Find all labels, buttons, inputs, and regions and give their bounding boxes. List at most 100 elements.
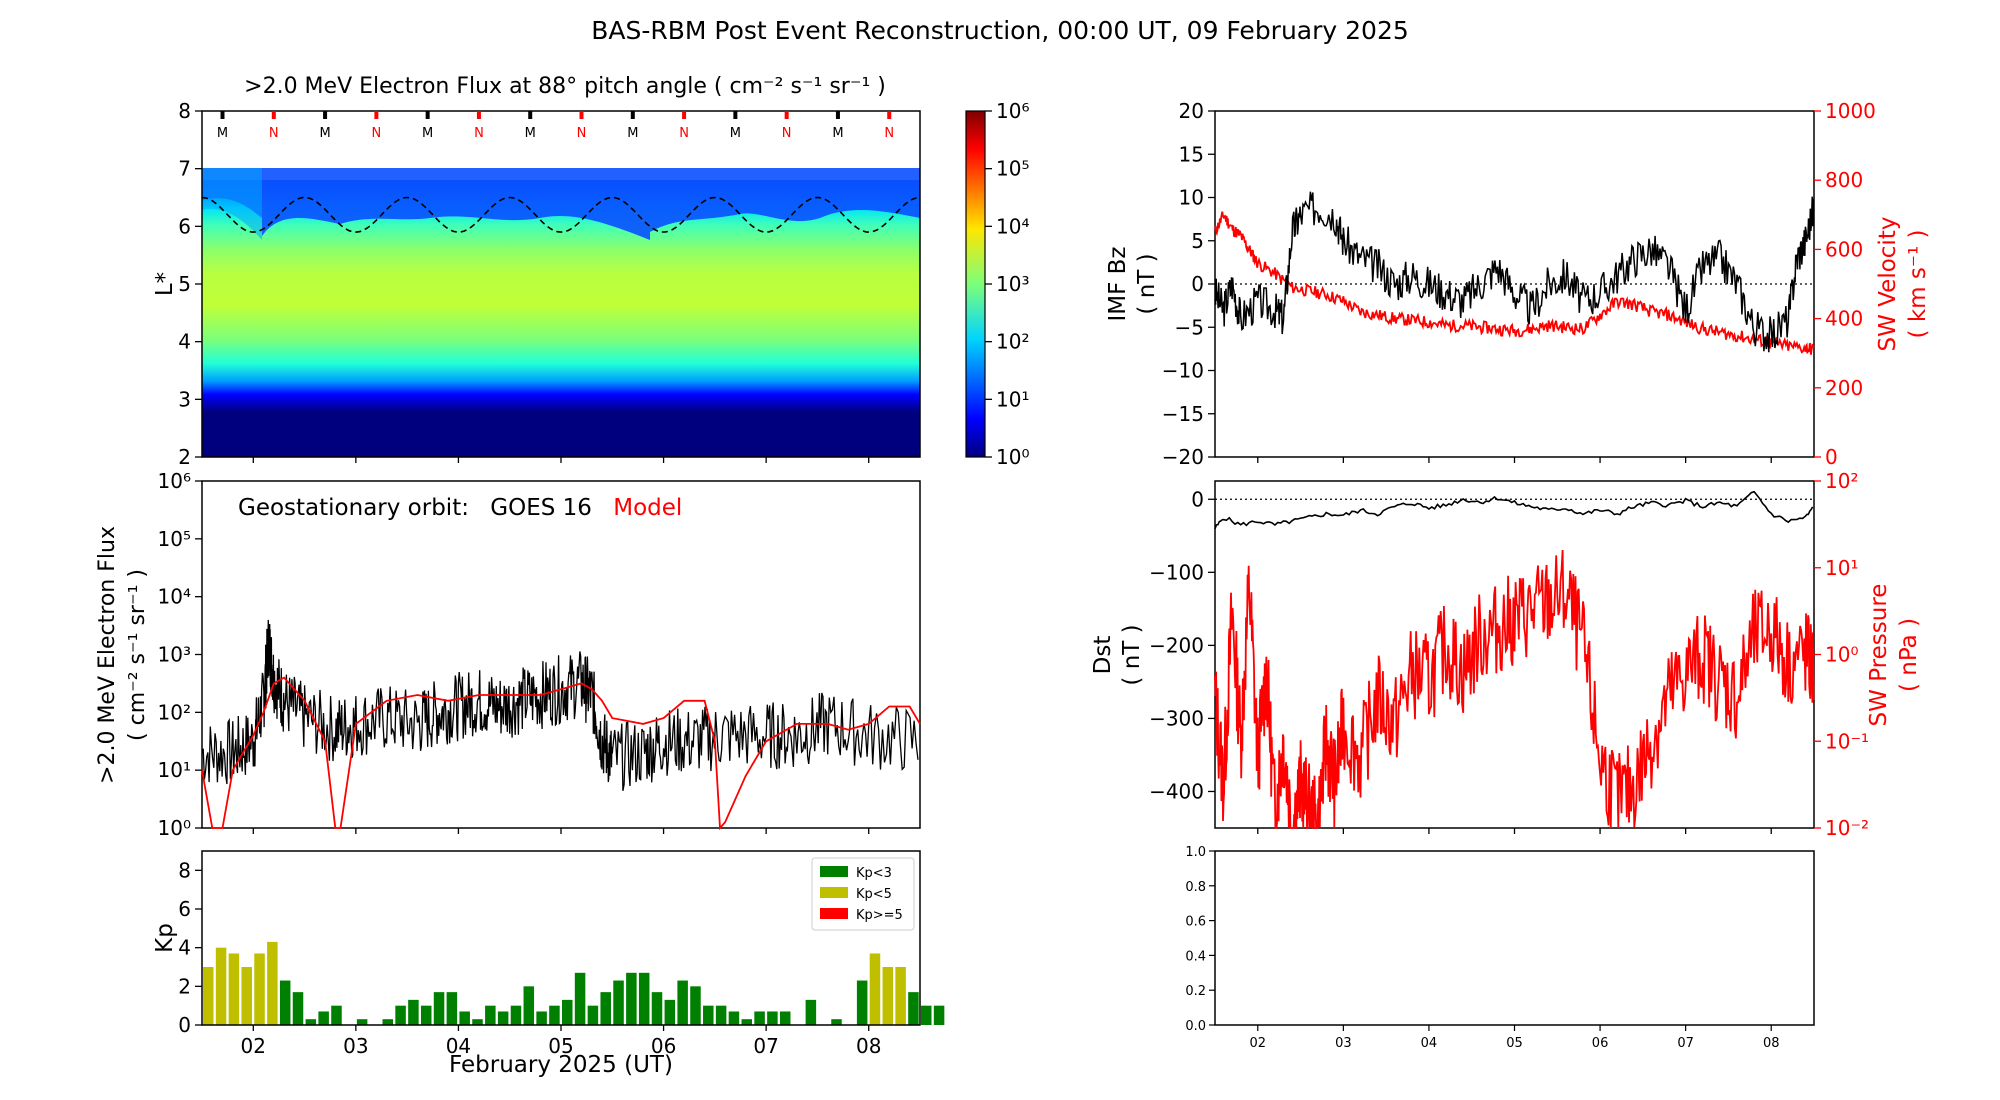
kp-bar — [203, 967, 214, 1025]
sw-pressure-ytick-label: 10⁰ — [1825, 643, 1858, 667]
sw-pressure-ylabel: SW Pressure — [1866, 584, 1892, 727]
empty-xtick-label: 02 — [1250, 1036, 1267, 1051]
kp-ytick-label: 4 — [178, 936, 191, 960]
kp-bar — [715, 1005, 727, 1025]
geo-flux-ylabel-unit: ( cm⁻² s⁻¹ sr⁻¹ ) — [125, 569, 150, 741]
kp-bar — [382, 1019, 394, 1025]
mlt-marker-label: M — [422, 126, 433, 141]
imf-frame — [1214, 110, 1815, 458]
heatmap-ytick-label: 6 — [178, 214, 191, 238]
sw-pressure-ytick-label: 10¹ — [1825, 556, 1858, 580]
kp-xtick-label: 07 — [753, 1034, 778, 1058]
dst-ytick-label: −400 — [1149, 779, 1204, 803]
colorbar-tick-label: 10³ — [996, 272, 1029, 296]
dst-panel: −400 −300 −200 −100 0 10⁻² 10⁻¹ 10⁰ 10¹ 10² Dst (… — [1090, 469, 1922, 840]
kp-bar — [267, 941, 278, 1025]
imf-bz-line — [1214, 191, 1815, 353]
mlt-marker-label: M — [832, 126, 843, 141]
empty-xtick-label: 03 — [1335, 1036, 1352, 1051]
heatmap-ytick-label: 5 — [178, 272, 191, 296]
empty-ytick-label: 0.2 — [1185, 984, 1206, 999]
kp-bar — [882, 967, 894, 1025]
kp-bar — [420, 1005, 432, 1025]
kp-bar — [933, 1005, 945, 1025]
mlt-marker-label: N — [269, 126, 279, 141]
geo-flux-frame — [201, 480, 921, 829]
heatmap-ytick-label: 7 — [178, 157, 191, 181]
figure-title: BAS-RBM Post Event Reconstruction, 00:00… — [591, 16, 1409, 45]
kp-bar — [779, 1011, 791, 1025]
geo-annotation: Geostationary orbit: GOES 16 Model — [238, 495, 682, 521]
sw-pressure-ytick-label: 10² — [1825, 469, 1858, 493]
geo-flux-ylabel: >2.0 MeV Electron Flux — [95, 526, 120, 784]
heatmap-ylabel: L* — [152, 272, 178, 296]
heatmap-ytick-label: 3 — [178, 387, 191, 411]
mlt-marker-label: N — [782, 126, 792, 141]
dst-ytick-label: −100 — [1149, 560, 1204, 584]
mlt-marker-label: M — [217, 126, 228, 141]
dst-ytick-label: 0 — [1191, 487, 1204, 511]
mlt-marker-label: M — [730, 126, 741, 141]
heatmap-frame — [201, 110, 921, 458]
imf-ytick-label: −20 — [1162, 445, 1204, 469]
model-line — [201, 676, 921, 831]
kp-xtick-label: 03 — [343, 1034, 368, 1058]
kp-xtick-label: 06 — [651, 1034, 676, 1058]
colorbar-tick-label: 10¹ — [996, 387, 1029, 411]
kp-bar — [921, 1005, 932, 1025]
kp-bar — [356, 1019, 368, 1025]
empty-frame — [1214, 850, 1815, 1026]
kp-bar — [408, 999, 419, 1025]
kp-bar — [395, 1005, 406, 1025]
kp-bar — [895, 967, 906, 1025]
sw-pressure-line — [1214, 549, 1815, 829]
colorbar-tick-label: 10⁴ — [996, 214, 1029, 238]
colorbar — [965, 110, 986, 458]
kp-bar — [241, 967, 252, 1025]
kp-bar — [549, 1005, 560, 1025]
kp-ylabel: Kp — [152, 923, 178, 953]
kp-bar — [228, 953, 240, 1025]
kp-xtick-label: 02 — [241, 1034, 266, 1058]
kp-ytick-label: 2 — [178, 974, 191, 998]
kp-bar — [741, 1019, 753, 1025]
dst-ylabel: Dst — [1090, 636, 1116, 675]
kp-bar — [613, 980, 624, 1025]
kp-bar — [446, 992, 458, 1025]
geo-flux-ytick-label: 10⁰ — [158, 816, 191, 840]
kp-bar — [908, 992, 919, 1025]
heatmap-ytick-label: 4 — [178, 330, 191, 354]
sw-velocity-ytick-label: 200 — [1825, 376, 1863, 400]
sw-velocity-ytick-label: 800 — [1825, 168, 1863, 192]
kp-ytick-label: 0 — [178, 1013, 191, 1037]
kp-bar — [869, 953, 881, 1025]
kp-bar — [767, 1011, 778, 1025]
empty-ytick-label: 1.0 — [1185, 845, 1206, 860]
mlt-marker-label: N — [577, 126, 587, 141]
geo-flux-ytick-label: 10² — [158, 700, 191, 724]
heatmap-upper-region — [202, 168, 920, 240]
empty-xtick-label: 08 — [1763, 1036, 1780, 1051]
sw-velocity-ylabel-unit: ( km s⁻¹ ) — [1905, 230, 1931, 339]
kp-bar — [459, 1011, 470, 1025]
dst-line — [1214, 490, 1814, 530]
geo-flux-ytick-label: 10⁴ — [158, 585, 191, 609]
kp-legend-label: Kp>=5 — [856, 908, 903, 923]
kp-bar — [215, 947, 227, 1025]
heatmap-ytick-label: 8 — [178, 99, 191, 123]
kp-bar — [754, 1011, 765, 1025]
kp-bar — [600, 992, 611, 1025]
imf-ylabel: IMF Bz — [1105, 246, 1131, 321]
geo-annotation-sat: GOES 16 — [490, 495, 592, 521]
empty-xtick-label: 07 — [1677, 1036, 1694, 1051]
mlt-marker-label: N — [884, 126, 894, 141]
empty-ytick-label: 0.0 — [1185, 1019, 1206, 1034]
colorbar-tick-label: 10⁵ — [996, 157, 1029, 181]
colorbar-tick-label: 10⁰ — [996, 445, 1029, 469]
kp-bar — [472, 1019, 483, 1025]
kp-bar — [831, 1019, 842, 1025]
goes-observed-line — [201, 619, 919, 792]
geo-flux-ytick-label: 10⁵ — [158, 527, 191, 551]
kp-bar — [318, 1011, 329, 1025]
